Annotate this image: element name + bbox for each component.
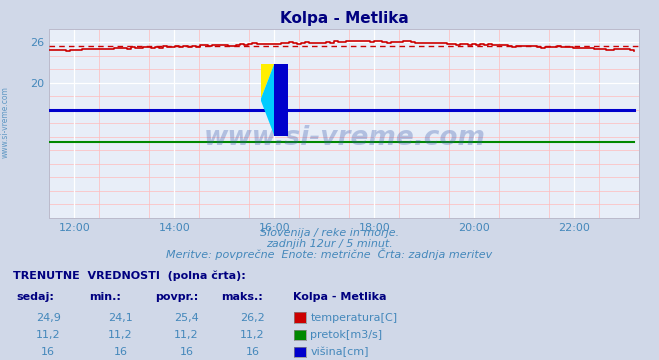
Text: 16: 16 (41, 347, 55, 357)
Polygon shape (274, 64, 288, 136)
Polygon shape (260, 64, 274, 100)
Text: Meritve: povprečne  Enote: metrične  Črta: zadnja meritev: Meritve: povprečne Enote: metrične Črta:… (166, 248, 493, 260)
Text: 11,2: 11,2 (174, 330, 199, 340)
Text: temperatura[C]: temperatura[C] (310, 313, 397, 323)
Text: www.si-vreme.com: www.si-vreme.com (1, 86, 10, 158)
Text: 25,4: 25,4 (174, 313, 199, 323)
Text: 24,1: 24,1 (108, 313, 133, 323)
Text: www.si-vreme.com: www.si-vreme.com (204, 125, 485, 152)
Text: Kolpa - Metlika: Kolpa - Metlika (293, 292, 387, 302)
Text: 11,2: 11,2 (108, 330, 133, 340)
Text: 16: 16 (245, 347, 260, 357)
Text: 16: 16 (179, 347, 194, 357)
Polygon shape (260, 64, 274, 136)
Text: maks.:: maks.: (221, 292, 262, 302)
Text: 11,2: 11,2 (240, 330, 265, 340)
Title: Kolpa - Metlika: Kolpa - Metlika (280, 11, 409, 26)
Text: 26,2: 26,2 (240, 313, 265, 323)
Text: TRENUTNE  VREDNOSTI  (polna črta):: TRENUTNE VREDNOSTI (polna črta): (13, 270, 246, 281)
Text: zadnjih 12ur / 5 minut.: zadnjih 12ur / 5 minut. (266, 239, 393, 249)
Text: 16: 16 (113, 347, 128, 357)
Text: pretok[m3/s]: pretok[m3/s] (310, 330, 382, 340)
Text: 11,2: 11,2 (36, 330, 61, 340)
Text: Slovenija / reke in morje.: Slovenija / reke in morje. (260, 228, 399, 238)
Text: povpr.:: povpr.: (155, 292, 198, 302)
Text: min.:: min.: (89, 292, 121, 302)
Text: višina[cm]: višina[cm] (310, 347, 369, 357)
Text: sedaj:: sedaj: (16, 292, 54, 302)
Text: 24,9: 24,9 (36, 313, 61, 323)
